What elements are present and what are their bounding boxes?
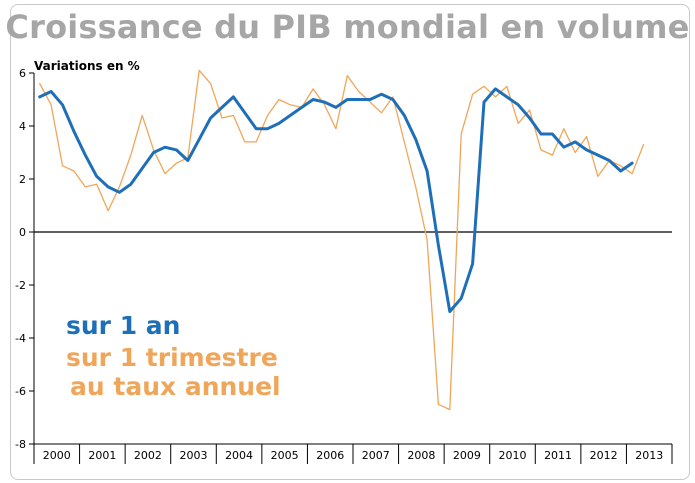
legend-quarterly-1: sur 1 trimestre — [66, 343, 278, 372]
x-tick-label: 2009 — [453, 449, 481, 462]
y-tick-label: -8 — [15, 438, 26, 451]
chart-frame — [10, 4, 690, 480]
y-tick-label: -4 — [15, 332, 26, 345]
x-tick-label: 2013 — [635, 449, 663, 462]
x-tick-label: 2004 — [225, 449, 253, 462]
x-tick-label: 2007 — [362, 449, 390, 462]
y-tick-label: 6 — [19, 67, 26, 80]
x-tick-label: 2010 — [499, 449, 527, 462]
x-tick-label: 2001 — [88, 449, 116, 462]
y-tick-label: 2 — [19, 173, 26, 186]
x-tick-label: 2008 — [407, 449, 435, 462]
x-tick-label: 2006 — [316, 449, 344, 462]
y-tick-label: 4 — [19, 120, 26, 133]
chart-title: Croissance du PIB mondial en volume — [5, 8, 690, 46]
x-tick-label: 2012 — [590, 449, 618, 462]
y-tick-label: -2 — [15, 279, 26, 292]
legend-annual: sur 1 an — [66, 311, 181, 340]
y-tick-label: 0 — [19, 226, 26, 239]
x-tick-label: 2011 — [544, 449, 572, 462]
series-line-annual — [38, 87, 634, 313]
x-tick-label: 2003 — [180, 449, 208, 462]
x-tick-label: 2005 — [271, 449, 299, 462]
x-tick-label: 2002 — [134, 449, 162, 462]
x-tick-label: 2000 — [43, 449, 71, 462]
y-axis-label: Variations en % — [34, 59, 140, 73]
legend-quarterly-2: au taux annuel — [70, 372, 281, 401]
y-tick-label: -6 — [15, 385, 26, 398]
